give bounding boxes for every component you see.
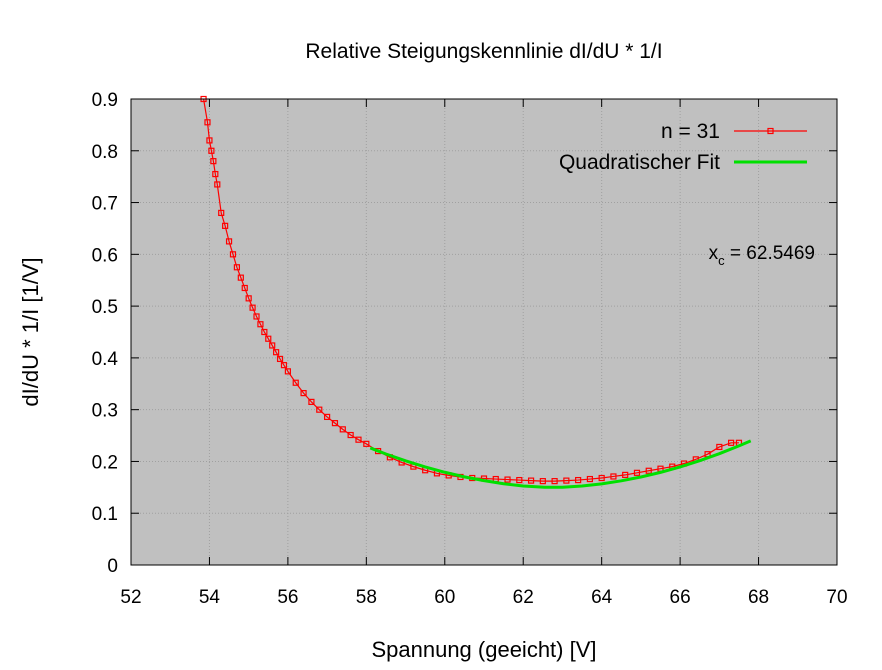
data-point: [300, 389, 307, 397]
data-point: [598, 474, 605, 482]
x-tick-label: 62: [513, 587, 534, 608]
y-tick-label: 0.9: [92, 90, 118, 111]
x-axis: 52 54 56 58 60 62 64 66 68 70: [120, 99, 848, 608]
annotation-variable: x: [709, 243, 719, 264]
data-point: [575, 476, 582, 484]
data-point: [645, 467, 652, 474]
annotation-value: = 62.5469: [725, 243, 815, 264]
data-point: [233, 264, 240, 271]
data-point: [214, 181, 221, 188]
x-tick-label: 70: [826, 587, 847, 608]
x-tick-label: 52: [120, 587, 141, 608]
legend-label: Quadratischer Fit: [559, 151, 720, 174]
fit-annotation: xc = 62.5469: [709, 243, 815, 268]
data-point: [237, 274, 244, 281]
data-point: [212, 170, 219, 178]
data-point: [273, 349, 280, 356]
data-point: [206, 137, 213, 144]
legend-label: n = 31: [661, 120, 720, 143]
y-tick-label: 0.1: [92, 504, 118, 525]
data-point: [208, 147, 215, 154]
data-point: [284, 368, 291, 375]
data-point: [276, 355, 284, 363]
data-point: [516, 476, 523, 484]
data-point: [265, 335, 272, 342]
data-point: [257, 321, 264, 328]
data-point: [355, 436, 362, 443]
y-tick-label: 0.4: [92, 349, 119, 370]
data-point: [292, 379, 299, 386]
data-point: [527, 477, 535, 484]
data-point: [245, 295, 252, 302]
y-tick-label: 0.8: [92, 142, 118, 163]
series-1: [200, 95, 743, 485]
data-point: [218, 209, 225, 217]
data-point: [241, 284, 248, 292]
data-point: [586, 475, 594, 483]
data-point: [204, 119, 211, 126]
plot-border: [130, 98, 838, 566]
data-series: [200, 95, 752, 489]
data-point: [331, 420, 339, 427]
x-tick-label: 66: [670, 587, 691, 608]
data-point: [229, 251, 237, 258]
data-point: [280, 362, 288, 369]
data-point: [363, 440, 370, 447]
grid-lines: [131, 99, 837, 565]
y-tick-label: 0.2: [92, 452, 118, 473]
chart-title: Relative Steigungskennlinie dI/dU * 1/I: [305, 40, 662, 63]
data-point: [551, 478, 558, 485]
series-line: [369, 439, 752, 489]
data-point: [308, 398, 315, 405]
data-point: [727, 439, 735, 446]
x-tick-label: 56: [277, 587, 298, 608]
data-point: [249, 304, 256, 311]
data-point: [225, 238, 233, 245]
data-point: [504, 476, 511, 483]
y-tick-label: 0.3: [92, 401, 118, 422]
y-axis-label: dI/dU * 1/I [1/V]: [18, 257, 43, 406]
data-point: [347, 431, 354, 439]
x-tick-label: 54: [199, 587, 221, 608]
y-tick-label: 0: [107, 556, 118, 577]
data-point: [563, 477, 570, 484]
data-point: [622, 471, 629, 479]
legend-marker: [767, 127, 774, 135]
x-tick-label: 64: [591, 587, 613, 608]
data-point: [269, 342, 276, 349]
data-point: [324, 413, 331, 421]
data-point: [316, 406, 323, 413]
y-tick-label: 0.5: [92, 297, 118, 318]
x-tick-label: 60: [434, 587, 455, 608]
y-tick-label: 0.6: [92, 245, 118, 266]
data-point: [261, 328, 268, 336]
data-point: [633, 469, 641, 476]
annotation-subscript: c: [718, 253, 725, 268]
y-tick-label: 0.7: [92, 194, 118, 215]
data-point: [716, 443, 723, 451]
series-2: [369, 439, 752, 489]
legend: n = 31 Quadratischer Fit: [559, 120, 807, 174]
data-point: [222, 222, 229, 229]
data-point: [339, 426, 346, 433]
data-point: [253, 313, 260, 320]
data-point: [610, 473, 617, 480]
data-point: [539, 478, 546, 485]
x-tick-label: 58: [356, 587, 377, 608]
x-axis-label: Spannung (geeicht) [V]: [371, 637, 596, 662]
data-point: [210, 158, 217, 165]
series-line: [202, 98, 739, 482]
x-tick-label: 68: [748, 587, 769, 608]
plot-area: [131, 99, 837, 565]
